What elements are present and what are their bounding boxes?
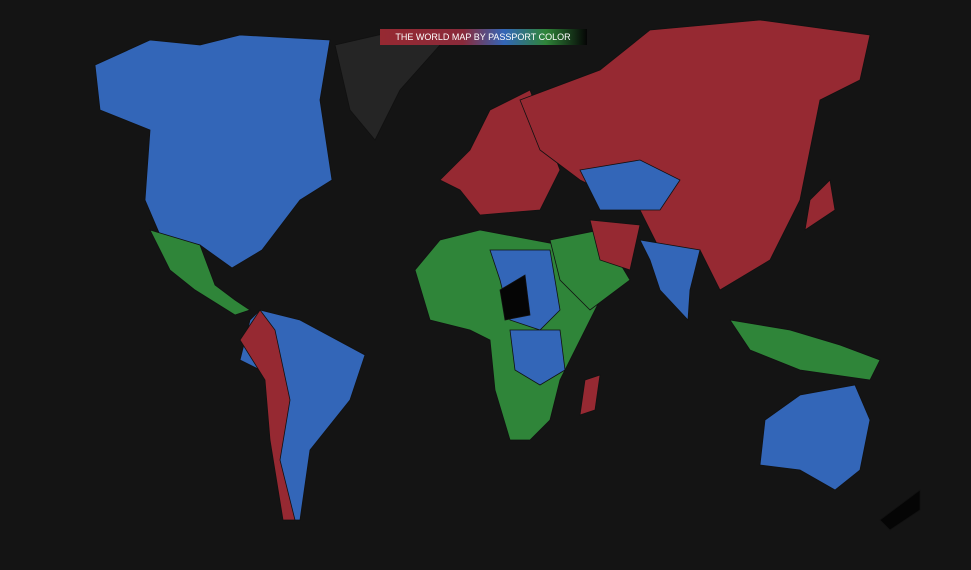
title: THE WORLD MAP BY PASSPORT COLOR — [395, 32, 571, 42]
australia — [759, 384, 871, 491]
southeast-asia — [729, 319, 881, 381]
east-africa — [509, 329, 566, 386]
new-zealand — [879, 489, 921, 531]
madagascar — [579, 374, 601, 416]
japan — [804, 179, 836, 231]
iran — [589, 219, 641, 271]
india — [639, 239, 701, 321]
central-asia — [579, 159, 681, 211]
central-america — [149, 229, 251, 316]
north-america — [94, 34, 333, 269]
andes-countries — [239, 309, 296, 521]
title-banner — [380, 29, 587, 45]
chad — [499, 274, 531, 321]
